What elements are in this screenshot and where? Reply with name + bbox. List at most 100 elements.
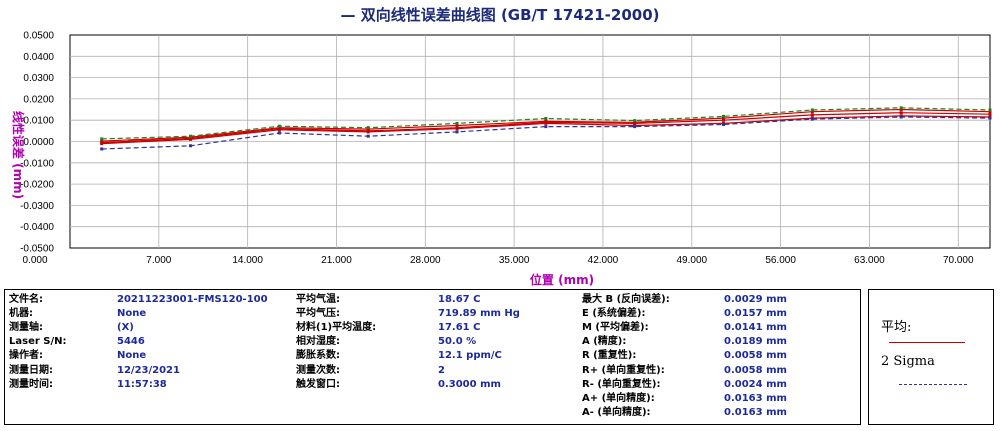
- x-tick-label: 49.000: [676, 255, 707, 266]
- series-point: [810, 110, 814, 114]
- series-point: [988, 108, 992, 112]
- info-value: 0.0189 mm: [724, 336, 787, 348]
- info-label: A (精度):: [582, 336, 627, 348]
- series-point: [899, 108, 903, 112]
- series-point: [544, 121, 548, 125]
- measurement-info-panel: 文件名: 20211223001-FMS120-100 机器: None 测量轴: (X)…: [4, 289, 861, 425]
- series-point: [544, 119, 548, 123]
- series-point: [189, 137, 193, 141]
- series-point: [189, 144, 193, 148]
- series-point: [189, 134, 193, 138]
- series-line-5: [101, 107, 991, 140]
- info-value: 0.0058 mm: [724, 364, 787, 376]
- series-point: [455, 124, 459, 128]
- series-point: [899, 111, 903, 115]
- info-value: 18.67 C: [438, 294, 481, 305]
- info-value: 5446: [117, 336, 145, 348]
- info-label: 测量时间:: [9, 378, 53, 390]
- x-tick-label: 35.000: [499, 255, 530, 266]
- y-tick-label: 0.0500: [23, 31, 54, 42]
- series-point: [366, 134, 370, 138]
- info-label: A+ (单向精度):: [582, 392, 655, 404]
- y-tick-label: -0.0400: [20, 222, 54, 233]
- info-label: 操作者:: [9, 350, 43, 362]
- series-point: [988, 116, 992, 120]
- series-point: [633, 120, 637, 124]
- series-point: [277, 124, 281, 128]
- series-point: [100, 139, 104, 143]
- info-value: 0.3000 mm: [438, 378, 501, 390]
- info-value: 0.0141 mm: [724, 322, 787, 334]
- chart-series: [100, 106, 992, 151]
- series-point: [988, 112, 992, 116]
- chart-grid: [69, 34, 991, 249]
- info-label: 材料(1)平均温度:: [296, 322, 377, 334]
- info-value: 0.0058 mm: [724, 350, 787, 362]
- x-tick-label: 28.000: [410, 255, 441, 266]
- info-label: 机器:: [9, 308, 33, 320]
- x-tick-label: 21.000: [321, 255, 352, 266]
- x-tick-label: 70.000: [943, 255, 974, 266]
- info-value: 50.0 %: [438, 336, 477, 348]
- info-label: 最大 B (反向误差):: [582, 294, 670, 305]
- series-point: [366, 130, 370, 134]
- y-tick-label: 0.0300: [23, 73, 54, 84]
- series-point: [544, 125, 548, 129]
- info-label: R (重复性):: [582, 350, 637, 362]
- series-point: [810, 113, 814, 117]
- y-tick-labels: 0.0500 0.0400 0.0300 0.0200 0.0100 0.0000 -0.0…: [20, 31, 54, 255]
- series-line-4: [101, 116, 991, 150]
- legend-box: 平均: 2 Sigma: [868, 289, 994, 425]
- y-tick-label: 0.0400: [23, 52, 54, 63]
- info-label: 平均气压:: [296, 308, 340, 320]
- info-value: 11:57:38: [117, 378, 167, 390]
- info-label: 膨胀系数:: [296, 350, 340, 362]
- info-value: 12/23/2021: [117, 364, 180, 376]
- series-point: [455, 127, 459, 131]
- x-tick-label: 56.000: [765, 255, 796, 266]
- series-point: [899, 106, 903, 110]
- series-point: [899, 115, 903, 119]
- series-point: [722, 114, 726, 118]
- x-axis-label: 位置 (mm): [530, 272, 594, 287]
- info-label: R- (单向重复性):: [582, 378, 661, 390]
- info-label: 测量次数:: [296, 364, 340, 376]
- y-tick-label: 0.0100: [23, 116, 54, 127]
- y-tick-label: -0.0500: [20, 244, 54, 255]
- series-point: [988, 110, 992, 114]
- series-point: [100, 137, 104, 141]
- legend-mean-label: 平均:: [881, 320, 912, 335]
- info-label: A- (单向精度):: [582, 406, 651, 418]
- info-label: 平均气温:: [296, 294, 340, 305]
- info-value: (X): [117, 322, 134, 334]
- series-point: [722, 122, 726, 126]
- series-point: [544, 116, 548, 120]
- legend-mean-line: [889, 342, 965, 343]
- info-value: 17.61 C: [438, 322, 481, 334]
- info-label: 触发窗口:: [296, 378, 340, 390]
- legend-sigma-label: 2 Sigma: [881, 354, 935, 369]
- legend-sigma-line: [899, 384, 967, 385]
- info-label: 文件名:: [9, 294, 43, 305]
- series-point: [100, 142, 104, 146]
- y-tick-label: 0.0000: [23, 137, 54, 148]
- info-value: None: [117, 308, 147, 320]
- info-value: 0.0024 mm: [724, 378, 787, 390]
- series-point: [366, 126, 370, 130]
- x-tick-label: 7.000: [146, 255, 171, 266]
- y-tick-label: -0.0100: [20, 158, 54, 169]
- info-value: 0.0163 mm: [724, 406, 787, 418]
- x-tick-labels: 0.000 7.000 14.000 21.000 28.000 35.000 42.000…: [22, 255, 974, 266]
- series-point: [722, 116, 726, 120]
- info-value: 12.1 ppm/C: [438, 350, 502, 362]
- info-label: R+ (单向重复性):: [582, 364, 665, 376]
- info-value: 0.0157 mm: [724, 308, 787, 320]
- info-value: 20211223001-FMS120-100: [117, 294, 268, 305]
- chart-title: — 双向线性误差曲线图 (GB/T 17421-2000): [341, 6, 660, 24]
- info-value: 0.0163 mm: [724, 392, 787, 404]
- info-label: 相对湿度:: [296, 336, 340, 348]
- series-point: [455, 130, 459, 134]
- info-value: None: [117, 350, 147, 362]
- info-value: 719.89 mm Hg: [438, 308, 520, 320]
- series-point: [277, 131, 281, 135]
